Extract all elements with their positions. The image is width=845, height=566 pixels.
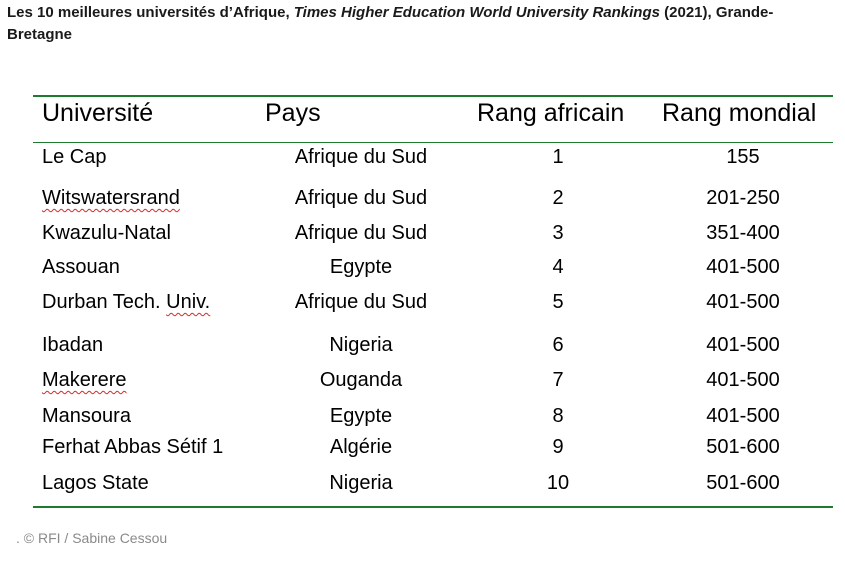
cell-rang-africain: 3 [552,222,564,244]
cell-rang-mondial: 201-250 [706,187,780,209]
cell-rang-africain: 6 [552,334,564,356]
table-caption: Les 10 meilleures universités d’Afrique,… [7,2,837,46]
rankings-table: Université Pays Rang africain Rang mondi… [33,95,833,508]
cell-universite: Mansoura [42,405,131,427]
caption-text-1: Les 10 meilleures universités d’Afrique, [7,4,294,21]
header-divider [33,142,833,143]
cell-pays: Nigeria [329,472,393,494]
cell-universite-suffix: Univ. [166,291,211,313]
cell-pays: Algérie [329,436,393,458]
cell-pays: Afrique du Sud [294,187,428,209]
cell-rang-africain: 9 [552,436,564,458]
cell-rang-africain: 10 [546,472,570,494]
cell-rang-africain: 1 [552,146,564,168]
cell-rang-africain: 5 [552,291,564,313]
cell-pays: Ouganda [319,369,403,391]
cell-pays: Afrique du Sud [294,291,428,313]
cell-pays: Egypte [329,256,393,278]
cell-universite: Ferhat Abbas Sétif 1 [42,436,224,458]
cell-universite-prefix: Durban Tech. [42,291,167,313]
header-rang-africain: Rang africain [477,99,625,127]
caption-text-3: (2021), Grande-Bretagne [7,4,774,43]
cell-rang-mondial: 155 [726,146,760,168]
cell-rang-mondial: 401-500 [706,369,780,391]
cell-rang-africain: 7 [552,369,564,391]
cell-universite: Kwazulu-Natal [42,222,171,244]
cell-rang-africain: 2 [552,187,564,209]
cell-rang-mondial: 401-500 [706,405,780,427]
header-pays: Pays [265,99,321,127]
cell-universite: Makerere [42,369,127,391]
cell-universite: Witswatersrand [42,187,180,209]
caption-source-title: Times Higher Education World University … [293,4,660,21]
header-rang-mondial: Rang mondial [662,99,817,127]
cell-universite: Lagos State [42,472,149,494]
cell-pays: Afrique du Sud [294,146,428,168]
cell-universite: Le Cap [42,146,107,168]
cell-rang-mondial: 401-500 [706,256,780,278]
header-universite: Université [42,99,154,127]
cell-rang-mondial: 401-500 [706,291,780,313]
cell-pays: Egypte [329,405,393,427]
cell-rang-mondial: 401-500 [706,334,780,356]
cell-universite: Durban Tech. Univ. [42,290,210,314]
cell-rang-mondial: 501-600 [706,436,780,458]
cell-rang-africain: 4 [552,256,564,278]
photo-credit: . © RFI / Sabine Cessou [16,530,168,546]
cell-pays: Nigeria [329,334,393,356]
cell-pays: Afrique du Sud [294,222,428,244]
cell-rang-mondial: 501-600 [706,472,780,494]
cell-rang-africain: 8 [552,405,564,427]
cell-universite: Assouan [42,256,120,278]
cell-rang-mondial: 351-400 [706,222,780,244]
cell-universite: Ibadan [42,334,104,356]
